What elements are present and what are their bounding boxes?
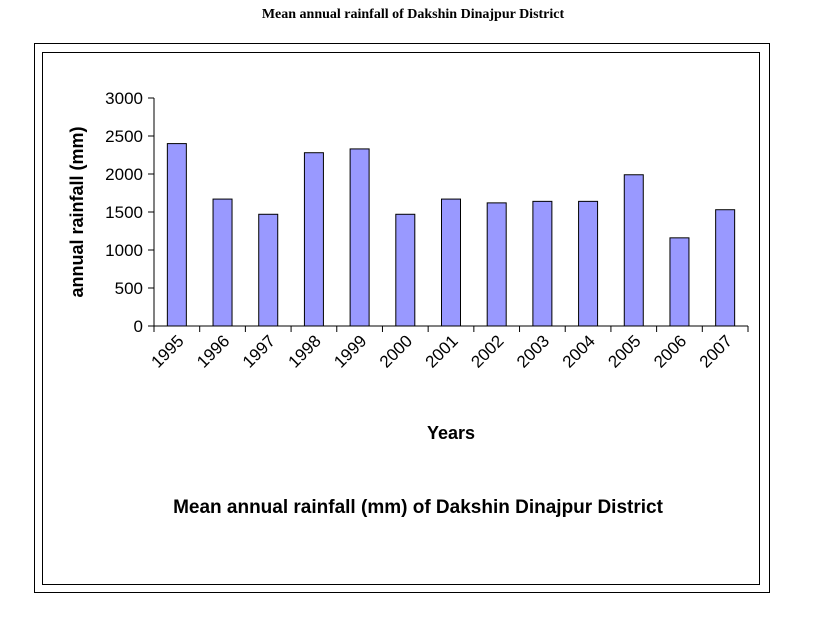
bar-2006 xyxy=(669,237,690,327)
x-tick-label: 1998 xyxy=(285,331,325,371)
y-tick-label: 2500 xyxy=(105,127,143,146)
bar-2007 xyxy=(715,209,736,327)
x-tick-label: 2003 xyxy=(513,331,553,371)
bar-1998 xyxy=(303,152,324,327)
y-tick-label: 1000 xyxy=(105,241,143,260)
x-axis: 1995 1996 1997 1998 1999 2000 2001 2002 2003 2004… xyxy=(147,325,749,372)
bar-1999 xyxy=(349,148,370,327)
x-tick-label: 1999 xyxy=(330,331,370,371)
x-tick-label: 1997 xyxy=(239,331,279,371)
x-tick-label: 2007 xyxy=(696,331,736,371)
page-title: Mean annual rainfall of Dakshin Dinajpur… xyxy=(261,7,565,22)
bar-1997 xyxy=(258,213,279,327)
x-tick-label: 2001 xyxy=(422,331,462,371)
bar-2001 xyxy=(441,198,461,327)
y-tick-label: 2000 xyxy=(105,165,143,184)
bar-2002 xyxy=(486,202,507,327)
bar-2004 xyxy=(578,200,599,327)
y-tick-label: 3000 xyxy=(105,89,143,108)
x-tick-label: 1996 xyxy=(193,331,233,371)
bar-2005 xyxy=(623,174,644,327)
x-tick-label: 2004 xyxy=(559,331,599,371)
chart-frame xyxy=(42,52,760,585)
y-tick-label: 0 xyxy=(134,317,143,336)
x-axis-title: Years xyxy=(427,423,475,443)
bars-group xyxy=(166,143,736,327)
x-tick-label: 2000 xyxy=(376,331,416,371)
x-tick-label: 2006 xyxy=(650,331,690,371)
bar-2003 xyxy=(532,200,553,327)
x-tick-label: 1995 xyxy=(147,331,187,371)
outer-frame xyxy=(34,43,770,593)
chart-caption: Mean annual rainfall (mm) of Dakshin Din… xyxy=(173,497,664,518)
x-tick-label: 2005 xyxy=(604,331,644,371)
y-axis-title: annual rainfall (mm) xyxy=(67,126,87,297)
y-tick-label: 500 xyxy=(115,279,143,298)
x-tick-label: 2002 xyxy=(467,331,507,371)
bar-1996 xyxy=(212,198,233,327)
bar-2000 xyxy=(395,213,416,327)
y-tick-label: 1500 xyxy=(105,203,143,222)
bar-1995 xyxy=(166,143,187,327)
y-axis: 0 500 1000 1500 2000 2500 3000 xyxy=(105,89,155,336)
